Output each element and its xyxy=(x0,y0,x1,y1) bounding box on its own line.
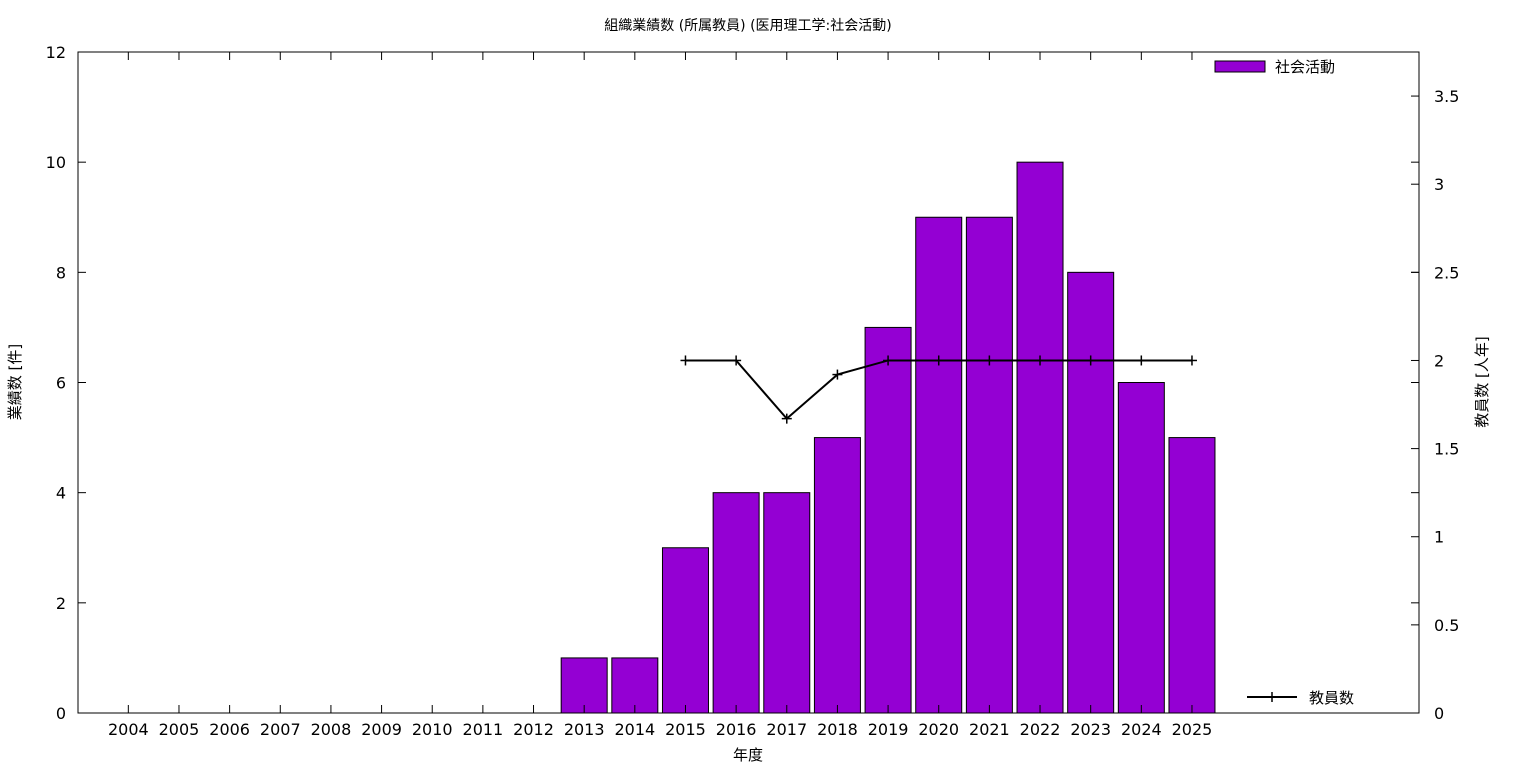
x-tick-label: 2013 xyxy=(564,720,605,739)
x-tick-label: 2005 xyxy=(159,720,200,739)
y2-tick-label: 3 xyxy=(1434,175,1444,194)
bar xyxy=(611,657,659,714)
y2-axis-label: 教員数 [人年] xyxy=(1473,336,1491,427)
line-series xyxy=(680,355,1197,424)
y2-tick-label: 3.5 xyxy=(1434,87,1459,106)
y-tick-label: 2 xyxy=(56,594,66,613)
legend-bar-label: 社会活動 xyxy=(1275,58,1335,76)
x-tick-label: 2015 xyxy=(665,720,706,739)
legend-bar: 社会活動 xyxy=(1214,58,1335,76)
axis-ticks: 0 2 4 6 8 10 12 0 0.5 1 1.5 2 2.5 3 3.5 2004 2005 2006 200… xyxy=(46,43,1460,739)
bar xyxy=(965,216,1013,714)
x-tick-label: 2011 xyxy=(463,720,504,739)
bar xyxy=(864,326,912,714)
bar xyxy=(1168,437,1216,714)
x-tick-label: 2018 xyxy=(817,720,858,739)
x-tick-label: 2014 xyxy=(614,720,655,739)
x-tick-label: 2012 xyxy=(513,720,554,739)
y-axis-label: 業績数 [件] xyxy=(6,344,24,420)
bar xyxy=(1016,161,1064,714)
y-tick-label: 6 xyxy=(56,374,66,393)
y-tick-label: 4 xyxy=(56,484,66,503)
y2-tick-label: 1.5 xyxy=(1434,440,1459,459)
x-tick-label: 2016 xyxy=(716,720,757,739)
y-tick-label: 0 xyxy=(56,704,66,723)
x-tick-label: 2010 xyxy=(412,720,453,739)
y2-tick-label: 0.5 xyxy=(1434,616,1459,635)
bar xyxy=(560,657,608,714)
y2-tick-label: 2.5 xyxy=(1434,263,1459,282)
legend-bar-swatch xyxy=(1214,60,1266,73)
bar xyxy=(712,492,760,714)
x-tick-label: 2023 xyxy=(1070,720,1111,739)
x-tick-label: 2022 xyxy=(1020,720,1061,739)
x-tick-label: 2017 xyxy=(766,720,807,739)
y2-tick-label: 0 xyxy=(1434,704,1444,723)
legend-line: 教員数 xyxy=(1247,689,1354,707)
x-tick-label: 2020 xyxy=(918,720,959,739)
x-tick-label: 2008 xyxy=(311,720,352,739)
bar xyxy=(1067,271,1115,714)
x-tick-label: 2007 xyxy=(260,720,301,739)
x-tick-label: 2009 xyxy=(361,720,402,739)
x-tick-label: 2025 xyxy=(1172,720,1213,739)
bar-series xyxy=(560,161,1216,714)
bar xyxy=(813,437,861,714)
bar xyxy=(661,547,709,714)
y-tick-label: 8 xyxy=(56,263,66,282)
bar xyxy=(1117,382,1165,714)
y2-tick-label: 1 xyxy=(1434,528,1444,547)
x-axis-label: 年度 xyxy=(733,746,763,764)
chart-title: 組織業績数 (所属教員) (医用理工学:社会活動) xyxy=(604,18,891,34)
legend-line-label: 教員数 xyxy=(1309,689,1354,707)
bar xyxy=(915,216,963,714)
bar xyxy=(763,492,811,714)
x-tick-label: 2004 xyxy=(108,720,149,739)
x-tick-label: 2024 xyxy=(1121,720,1162,739)
x-tick-label: 2019 xyxy=(868,720,909,739)
y-tick-label: 12 xyxy=(46,43,66,62)
x-tick-label: 2021 xyxy=(969,720,1010,739)
x-tick-label: 2006 xyxy=(209,720,250,739)
y2-tick-label: 2 xyxy=(1434,351,1444,370)
y-tick-label: 10 xyxy=(46,153,66,172)
